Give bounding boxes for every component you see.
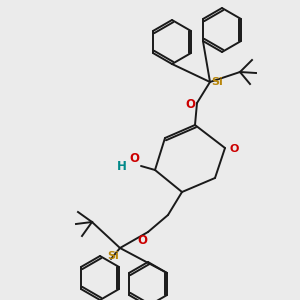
Text: Si: Si <box>211 77 223 87</box>
Text: Si: Si <box>107 251 119 261</box>
Text: H: H <box>117 160 127 173</box>
Text: O: O <box>185 98 195 110</box>
Text: O: O <box>230 144 239 154</box>
Text: O: O <box>137 234 147 247</box>
Text: O: O <box>129 152 139 165</box>
